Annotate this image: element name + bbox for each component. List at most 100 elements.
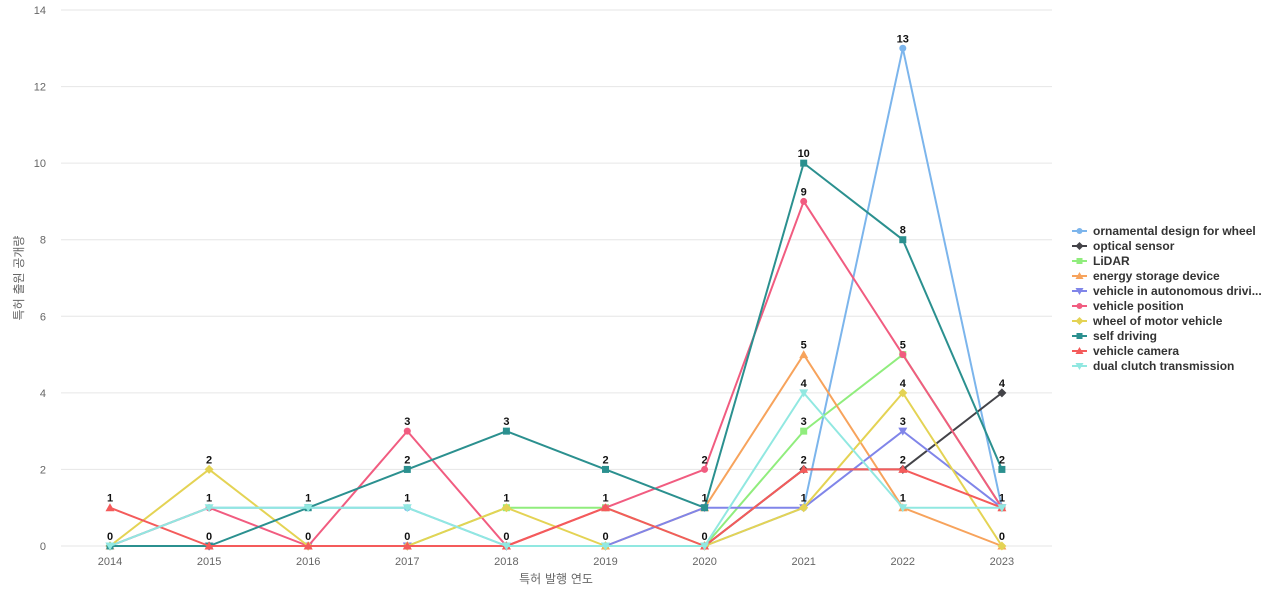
data-point-marker[interactable] xyxy=(799,464,809,473)
legend-item[interactable]: energy storage device xyxy=(1072,269,1220,283)
data-point-marker[interactable] xyxy=(799,503,809,513)
data-point-marker[interactable] xyxy=(502,427,510,435)
data-point-marker[interactable] xyxy=(105,503,115,512)
grid-lines xyxy=(61,9,1052,547)
series-line[interactable] xyxy=(110,162,1003,547)
data-point-marker[interactable] xyxy=(1075,242,1084,250)
series-line[interactable] xyxy=(109,468,1003,547)
data-point-marker[interactable] xyxy=(701,465,709,473)
data-label: 0 xyxy=(404,531,410,543)
data-point-marker[interactable] xyxy=(997,388,1007,398)
data-point-marker[interactable] xyxy=(403,465,411,473)
data-label: 1 xyxy=(206,493,212,505)
data-point-marker[interactable] xyxy=(402,541,412,550)
data-point-marker[interactable] xyxy=(898,388,908,398)
data-label: 3 xyxy=(801,416,807,428)
data-point-marker[interactable] xyxy=(1075,347,1084,354)
data-label: 1 xyxy=(801,493,807,505)
data-point-marker[interactable] xyxy=(799,389,809,398)
x-axis-title: 특허 발행 연도 xyxy=(519,571,593,586)
data-point-marker[interactable] xyxy=(997,504,1007,513)
legend-item[interactable]: vehicle position xyxy=(1072,299,1184,313)
data-point-marker[interactable] xyxy=(800,427,808,435)
data-point-marker[interactable] xyxy=(998,465,1006,473)
y-tick-label: 6 xyxy=(40,311,46,323)
data-point-marker[interactable] xyxy=(1076,228,1083,234)
data-point-marker[interactable] xyxy=(1076,303,1083,309)
data-point-marker[interactable] xyxy=(799,350,809,359)
data-point-marker[interactable] xyxy=(700,542,710,551)
data-point-marker[interactable] xyxy=(403,427,411,435)
data-label: 0 xyxy=(999,531,1005,543)
data-point-marker[interactable] xyxy=(899,351,907,359)
data-label: 1 xyxy=(900,493,906,505)
legend-item[interactable]: self driving xyxy=(1072,329,1157,343)
data-point-marker[interactable] xyxy=(501,542,511,551)
data-label: 3 xyxy=(503,416,509,428)
data-point-marker[interactable] xyxy=(1075,272,1084,279)
legend-label: dual clutch transmission xyxy=(1093,359,1234,373)
data-point-marker[interactable] xyxy=(1076,258,1083,264)
data-point-marker[interactable] xyxy=(105,542,115,551)
data-label: 3 xyxy=(900,416,906,428)
data-label: 0 xyxy=(602,531,608,543)
data-point-marker[interactable] xyxy=(402,504,412,513)
data-point-marker[interactable] xyxy=(898,464,908,473)
data-label: 0 xyxy=(503,531,509,543)
y-tick-label: 12 xyxy=(34,82,46,94)
legend-item[interactable]: optical sensor xyxy=(1072,239,1175,253)
data-point-marker[interactable] xyxy=(898,427,908,436)
legend-item[interactable]: wheel of motor vehicle xyxy=(1072,314,1223,328)
data-point-marker[interactable] xyxy=(204,541,214,550)
data-point-marker[interactable] xyxy=(800,159,808,167)
data-label: 10 xyxy=(798,148,810,160)
data-label: 4 xyxy=(801,378,808,390)
series-group xyxy=(105,44,1007,551)
data-point-marker[interactable] xyxy=(601,503,610,512)
series-line[interactable] xyxy=(109,47,1003,547)
data-label: 2 xyxy=(801,454,807,466)
data-point-marker[interactable] xyxy=(899,236,907,244)
x-tick-label: 2018 xyxy=(494,556,518,568)
data-point-marker[interactable] xyxy=(204,504,214,513)
data-point-marker[interactable] xyxy=(1075,288,1084,295)
legend-item[interactable]: LiDAR xyxy=(1072,254,1130,268)
data-point-marker[interactable] xyxy=(303,541,313,550)
data-label: 5 xyxy=(801,340,807,352)
data-point-marker[interactable] xyxy=(701,504,709,512)
series-4 xyxy=(105,427,1007,551)
data-point-marker[interactable] xyxy=(601,542,610,551)
data-point-marker[interactable] xyxy=(602,465,609,473)
data-point-marker[interactable] xyxy=(303,504,313,513)
series-0 xyxy=(106,44,1006,550)
y-axis-title: 특허 출원 공개량 xyxy=(12,236,26,321)
data-point-marker[interactable] xyxy=(997,541,1007,551)
series-line[interactable] xyxy=(109,200,1003,547)
legend-item[interactable]: vehicle camera xyxy=(1072,344,1179,358)
data-point-marker[interactable] xyxy=(1076,333,1083,339)
data-label: 2 xyxy=(206,454,212,466)
data-point-marker[interactable] xyxy=(1075,363,1084,370)
legend-label: LiDAR xyxy=(1093,254,1130,268)
y-tick-label: 0 xyxy=(40,541,46,553)
data-label: 0 xyxy=(305,531,311,543)
legend-item[interactable]: dual clutch transmission xyxy=(1072,359,1234,373)
data-label: 2 xyxy=(702,454,708,466)
data-point-marker[interactable] xyxy=(1075,317,1084,325)
series-line[interactable] xyxy=(109,391,1002,547)
data-point-marker[interactable] xyxy=(899,44,907,52)
data-point-marker[interactable] xyxy=(501,503,511,513)
data-label: 1 xyxy=(107,493,113,505)
data-label: 4 xyxy=(999,378,1006,390)
data-point-marker[interactable] xyxy=(800,197,808,205)
x-tick-label: 2014 xyxy=(98,556,122,568)
data-point-marker[interactable] xyxy=(204,464,214,474)
data-label: 5 xyxy=(900,340,906,352)
legend-item[interactable]: ornamental design for wheel xyxy=(1072,224,1256,238)
series-7 xyxy=(106,159,1006,550)
series-line[interactable] xyxy=(110,430,1003,547)
data-point-marker[interactable] xyxy=(898,504,908,513)
legend-item[interactable]: vehicle in autonomous drivi... xyxy=(1072,284,1262,298)
y-tick-label: 2 xyxy=(40,464,46,476)
